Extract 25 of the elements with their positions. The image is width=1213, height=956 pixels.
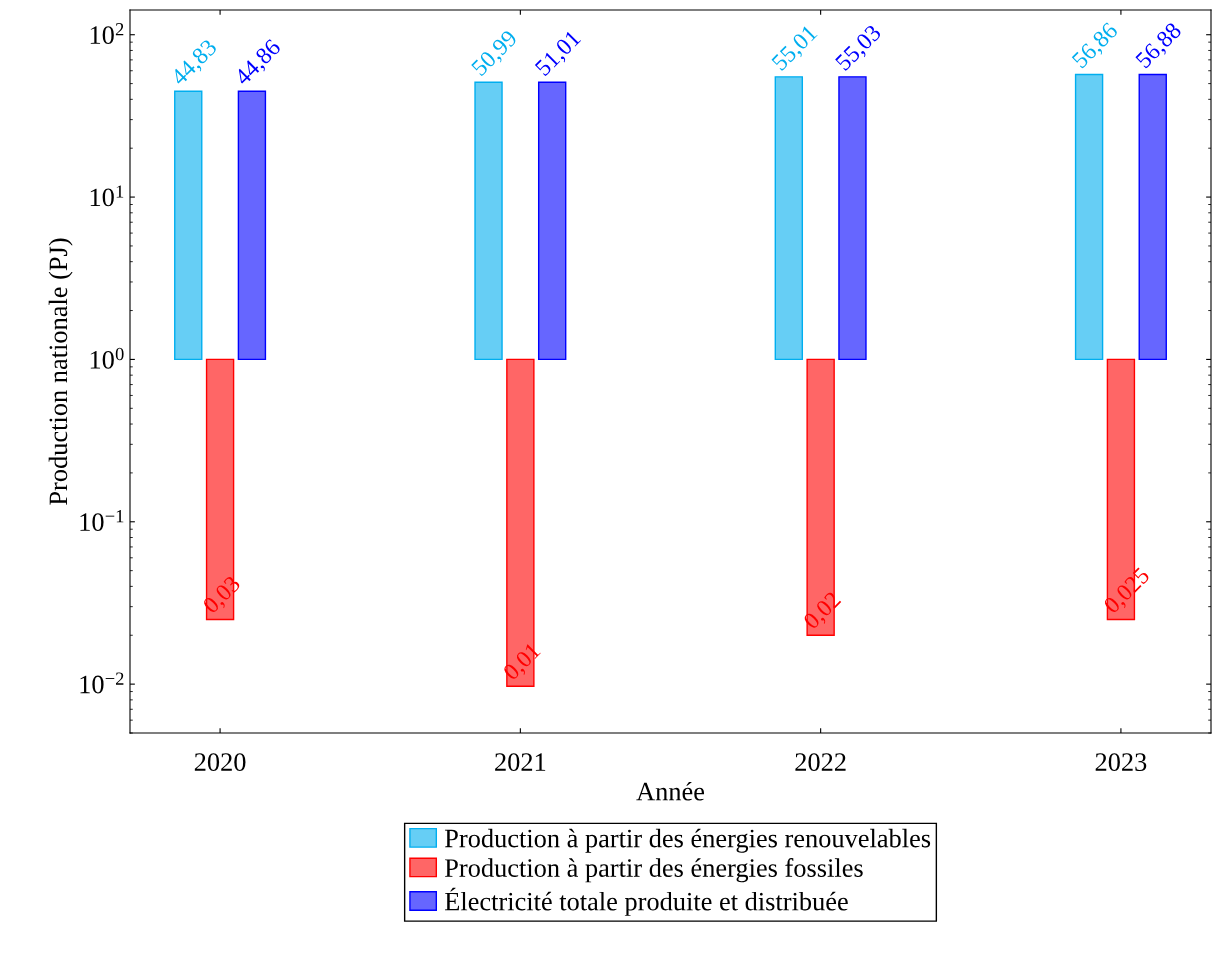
bar — [537, 81, 567, 361]
data-label: 0,03 — [201, 574, 244, 617]
y-tick-label: 10$^{2}$ — [90, 23, 124, 44]
bar — [1138, 73, 1167, 361]
data-label: 0,02 — [802, 590, 844, 633]
bar — [474, 81, 503, 361]
y-tick-label: 10$^{−1}$ — [80, 510, 124, 532]
x-tick-label: 2021 — [495, 753, 546, 772]
y-tick-label: 10$^{0}$ — [90, 347, 124, 369]
x-axis-title: Année — [636, 781, 705, 801]
y-axis-title: Production nationale (PJ) — [48, 238, 73, 505]
x-tick-label: 2020 — [194, 753, 246, 772]
bar — [838, 76, 867, 361]
bar — [1074, 73, 1104, 361]
data-label: 0,01 — [502, 642, 544, 684]
bar — [237, 90, 267, 361]
bar — [774, 76, 804, 361]
x-tick-label: 2022 — [795, 753, 846, 772]
legend-label: Production à partir des énergies fossiles — [444, 858, 863, 883]
x-tick-label: 2023 — [1095, 753, 1147, 772]
bar — [174, 90, 203, 361]
y-tick-label: 10$^{1}$ — [90, 185, 124, 207]
legend-label: Électricité totale produite et distribuée — [444, 887, 848, 916]
legend-label: Production à partir des énergies renouvelables — [444, 828, 931, 853]
y-tick-label: 10$^{−2}$ — [80, 672, 124, 694]
